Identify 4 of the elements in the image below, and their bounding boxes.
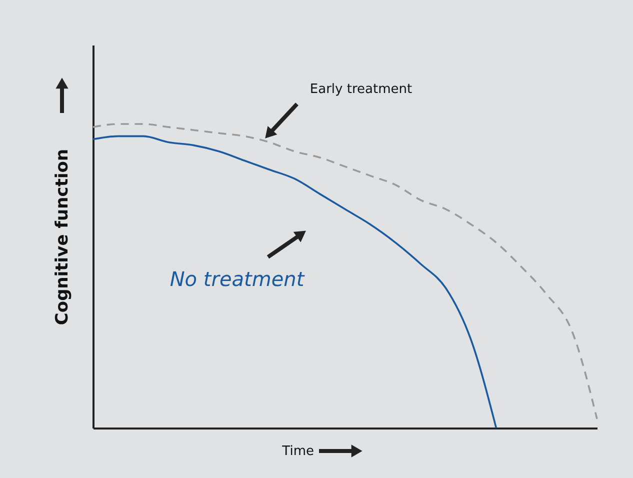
text: Early treatment bbox=[310, 82, 412, 97]
text: No treatment bbox=[170, 267, 306, 291]
x-axis-title: Time bbox=[281, 444, 314, 459]
y-axis-title: Cognitive function bbox=[52, 148, 72, 326]
